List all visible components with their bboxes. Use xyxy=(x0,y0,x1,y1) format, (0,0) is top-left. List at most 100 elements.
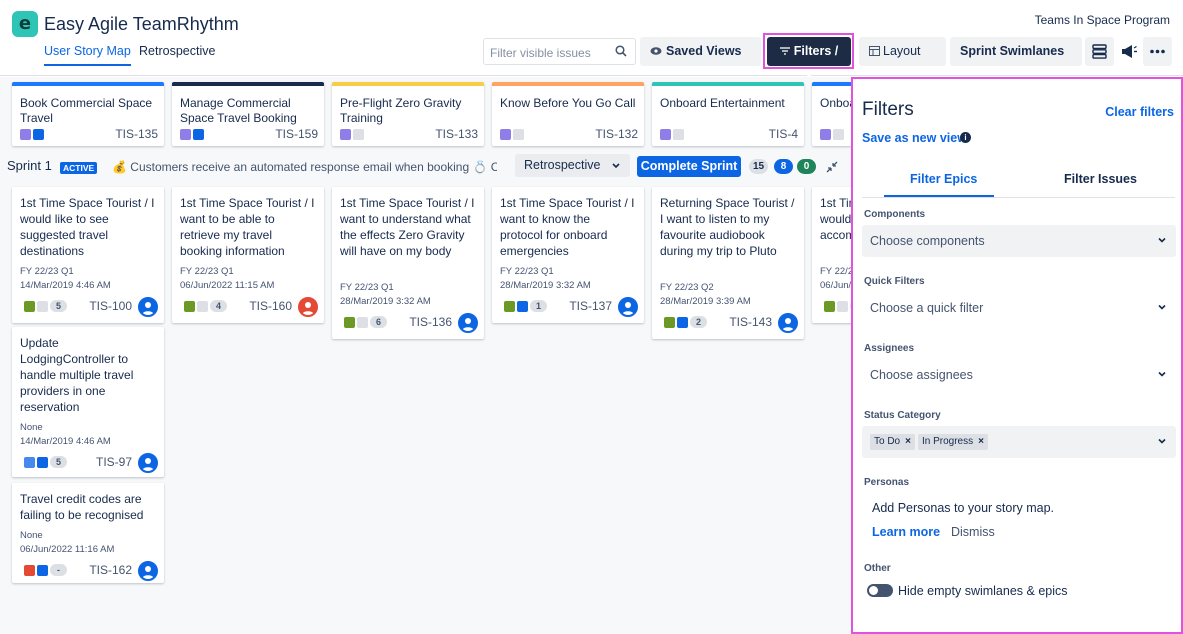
story-points xyxy=(850,300,851,312)
components-select[interactable]: Choose components xyxy=(862,225,1176,257)
save-as-new-view-link[interactable]: Save as new view xyxy=(862,131,967,145)
assignees-placeholder: Choose assignees xyxy=(870,368,973,382)
story-key[interactable]: TIS-97 xyxy=(95,455,132,469)
story-key[interactable]: TIS-160 xyxy=(249,299,292,313)
status-chip-label: To Do xyxy=(874,436,901,447)
epic-key[interactable]: TIS-4 xyxy=(768,127,798,141)
story-points: 6 xyxy=(370,316,387,328)
avatar[interactable] xyxy=(138,453,158,473)
story-key[interactable]: TIS-136 xyxy=(409,315,452,329)
tab-user-story-map[interactable]: User Story Map xyxy=(44,44,131,66)
hide-empty-toggle[interactable] xyxy=(867,584,893,597)
info-icon[interactable]: i xyxy=(960,132,971,143)
priority-icon xyxy=(37,300,48,312)
retrospective-select[interactable]: Retrospective xyxy=(515,154,630,177)
story-card[interactable]: Returning Space Tourist / I want to list… xyxy=(652,187,804,339)
epic-card[interactable]: Onboard Accommodation xyxy=(812,82,851,146)
sprint-goal: 💰 Customers receive an automated respons… xyxy=(112,160,497,174)
epic-card[interactable]: Manage Commercial Space Travel Booking TI… xyxy=(172,82,324,146)
story-icons: 4 xyxy=(184,300,227,312)
story-card[interactable]: 1st Time Space Tourist / I would like to… xyxy=(12,187,164,323)
app-logo-icon[interactable]: e xyxy=(12,11,38,37)
story-card[interactable]: 1st Time Space Tourist / I would like to… xyxy=(812,187,851,323)
avatar[interactable] xyxy=(618,297,638,317)
stack-view-button[interactable] xyxy=(1085,37,1114,66)
story-card[interactable]: 1st Time Space Tourist / I want to know … xyxy=(492,187,644,323)
epic-key[interactable]: TIS-133 xyxy=(435,127,478,141)
program-name[interactable]: Teams In Space Program xyxy=(1034,13,1170,27)
story-key[interactable]: TIS-100 xyxy=(89,299,132,313)
search-placeholder: Filter visible issues xyxy=(490,46,591,60)
epic-card[interactable]: Know Before You Go Call TIS-132 xyxy=(492,82,644,146)
close-icon[interactable]: × xyxy=(978,436,984,447)
story-card[interactable]: 1st Time Space Tourist / I want to under… xyxy=(332,187,484,339)
tab-retrospective[interactable]: Retrospective xyxy=(139,44,216,58)
search-input[interactable]: Filter visible issues xyxy=(483,38,636,65)
priority-icon xyxy=(197,300,208,312)
user-icon xyxy=(782,318,794,331)
sprint-swimlanes-button[interactable]: Sprint Swimlanes xyxy=(950,37,1082,83)
epic-icon xyxy=(820,129,831,140)
more-icon xyxy=(1150,49,1165,54)
assignees-select[interactable]: Choose assignees xyxy=(862,359,1176,391)
story-date: 06/Jun/2022 11:16 AM xyxy=(20,544,115,555)
avatar[interactable] xyxy=(138,297,158,317)
learn-more-link[interactable]: Learn more xyxy=(872,525,941,539)
tab-filter-issues[interactable]: Filter Issues xyxy=(1064,172,1137,186)
sprint-name[interactable]: Sprint 1 xyxy=(7,158,52,173)
story-icons: 1 xyxy=(504,300,547,312)
epic-card[interactable]: Onboard Entertainment TIS-4 xyxy=(652,82,804,146)
story-points: 4 xyxy=(210,300,227,312)
panel-title: Filters xyxy=(862,99,914,120)
layout-button[interactable]: Layout xyxy=(859,37,946,83)
story-meta: FY 22/23 Q2 28/Mar/2019 3:39 AM xyxy=(660,281,751,309)
collapse-icon[interactable] xyxy=(826,161,838,173)
hide-empty-label: Hide empty swimlanes & epics xyxy=(898,584,1068,598)
avatar[interactable] xyxy=(138,561,158,581)
epic-card[interactable]: Book Commercial Space Travel TIS-135 xyxy=(12,82,164,146)
story-icons: 5 xyxy=(24,456,67,468)
status-chip-label: In Progress xyxy=(921,436,974,447)
epic-icons xyxy=(180,129,204,140)
filters-button[interactable]: Filters / 3 xyxy=(767,37,851,87)
tab-filter-epics[interactable]: Filter Epics xyxy=(910,172,978,186)
more-actions-button[interactable] xyxy=(1143,37,1172,66)
epic-key[interactable]: TIS-159 xyxy=(275,127,318,141)
announcements-button[interactable] xyxy=(1114,37,1143,66)
story-card[interactable]: 1st Time Space Tourist / I want to be ab… xyxy=(172,187,324,323)
status-chip-in-progress[interactable]: In Progress × xyxy=(917,434,988,450)
story-card[interactable]: Update LodgingController to handle multi… xyxy=(12,327,164,477)
avatar[interactable] xyxy=(298,297,318,317)
epic-key[interactable]: TIS-135 xyxy=(115,127,158,141)
dismiss-button[interactable]: Dismiss xyxy=(951,525,995,539)
priority-icon xyxy=(37,456,48,468)
story-key[interactable]: TIS-162 xyxy=(89,563,132,577)
saved-views-button[interactable]: Saved Views xyxy=(640,37,761,83)
avatar[interactable] xyxy=(778,313,798,333)
story-key[interactable]: TIS-137 xyxy=(569,299,612,313)
quick-filter-placeholder: Choose a quick filter xyxy=(870,301,984,315)
status-badge: ACTIVE xyxy=(60,162,98,174)
priority-icon xyxy=(677,316,688,328)
avatar[interactable] xyxy=(458,313,478,333)
story-footer: 2 TIS-143 xyxy=(658,313,798,333)
status-category-select[interactable]: To Do × In Progress × xyxy=(862,426,1176,458)
epic-key[interactable]: TIS-132 xyxy=(595,127,638,141)
story-key[interactable]: TIS-143 xyxy=(729,315,772,329)
clear-filters-link[interactable]: Clear filters xyxy=(1105,105,1174,119)
assignees-label: Assignees xyxy=(864,343,915,354)
story-icons: 5 xyxy=(24,300,67,312)
epic-card[interactable]: Pre-Flight Zero Gravity Training TIS-133 xyxy=(332,82,484,146)
epic-icons xyxy=(20,129,44,140)
status-chip-todo[interactable]: To Do × xyxy=(870,434,915,450)
personas-label: Personas xyxy=(864,477,910,488)
story-footer: 5 TIS-100 xyxy=(18,297,158,317)
complete-sprint-button[interactable]: Complete Sprint xyxy=(637,156,741,177)
story-card[interactable]: Travel credit codes are failing to be re… xyxy=(12,483,164,583)
task-icon xyxy=(24,456,35,468)
epic-icons xyxy=(820,129,844,140)
close-icon[interactable]: × xyxy=(905,436,911,447)
epic-icons xyxy=(660,129,684,140)
story-icons: - xyxy=(24,564,67,576)
quick-filter-select[interactable]: Choose a quick filter xyxy=(862,292,1176,324)
